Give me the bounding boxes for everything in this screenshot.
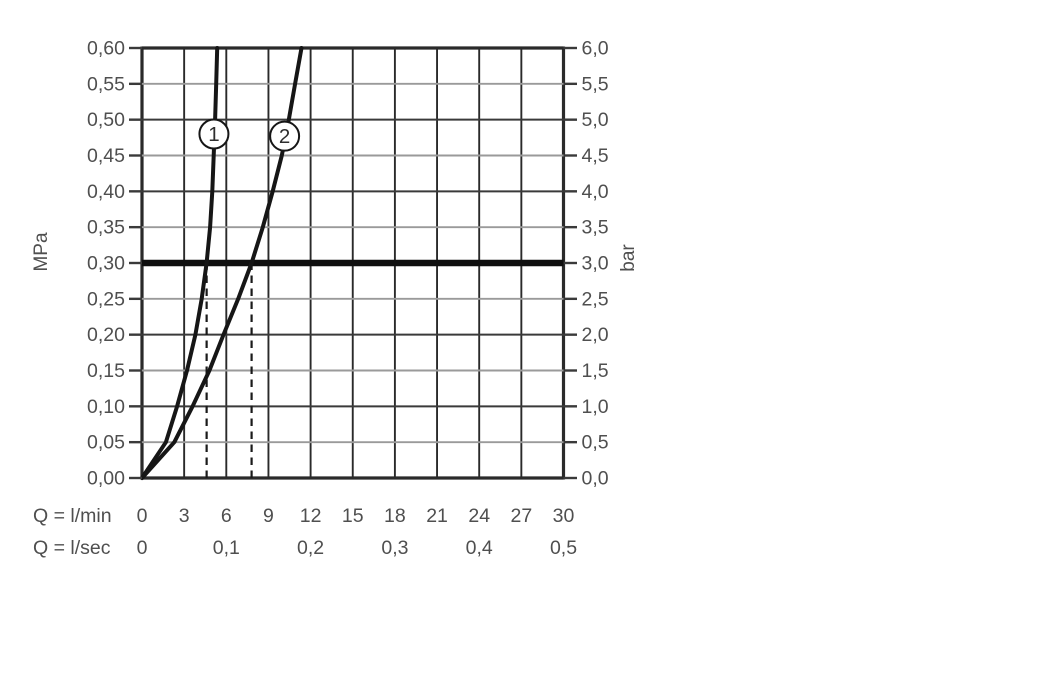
y-right-tick-label: 3,5 xyxy=(582,217,609,239)
y-left-tick-label: 0,00 xyxy=(87,468,125,490)
x-tick-label-lmin: 18 xyxy=(384,505,406,527)
y-right-tick-label: 0,5 xyxy=(582,432,609,454)
x-tick-label-lmin: 9 xyxy=(263,505,274,527)
y-right-tick-label: 2,0 xyxy=(582,324,609,346)
y-right-tick-label: 3,0 xyxy=(582,253,609,275)
curve-marker-label-2: 2 xyxy=(279,125,290,148)
y-axis-left-unit-label: MPa xyxy=(31,232,52,272)
y-left-tick-label: 0,20 xyxy=(87,324,125,346)
x-tick-label-lsec: 0,4 xyxy=(466,537,493,559)
y-right-tick-label: 1,5 xyxy=(582,360,609,382)
y-axis-right-unit-label: bar xyxy=(618,244,639,272)
x-tick-label-lsec: 0,5 xyxy=(550,537,577,559)
y-left-tick-label: 0,10 xyxy=(87,396,125,418)
y-left-tick-label: 0,40 xyxy=(87,181,125,203)
x-tick-label-lmin: 21 xyxy=(426,505,448,527)
y-left-tick-label: 0,55 xyxy=(87,73,125,95)
y-left-tick-label: 0,25 xyxy=(87,288,125,310)
axis-labels-layer: 0,000,050,100,150,200,250,300,350,400,45… xyxy=(87,38,609,560)
curve-marker-circle-2 xyxy=(269,120,301,152)
y-left-tick-label: 0,50 xyxy=(87,109,125,131)
curve-marker-circle-1 xyxy=(198,118,230,150)
y-right-tick-label: 4,0 xyxy=(582,181,609,203)
dashed-guides-layer xyxy=(205,263,253,478)
y-right-tick-label: 5,5 xyxy=(582,73,609,95)
x-tick-label-lsec: 0,1 xyxy=(213,537,240,559)
x-tick-label-lmin: 24 xyxy=(468,505,490,527)
y-right-tick-label: 6,0 xyxy=(582,38,609,60)
x-tick-label-lsec: 0,2 xyxy=(297,537,324,559)
y-left-tick-label: 0,15 xyxy=(87,360,125,382)
y-left-tick-label: 0,35 xyxy=(87,217,125,239)
y-left-tick-label: 0,05 xyxy=(87,432,125,454)
x-axis-lmin-prefix-label: Q = l/min xyxy=(33,505,112,527)
x-tick-label-lmin: 6 xyxy=(221,505,232,527)
y-right-tick-label: 5,0 xyxy=(582,109,609,131)
y-right-tick-label: 0,0 xyxy=(582,468,609,490)
curve-marker-label-1: 1 xyxy=(208,123,219,146)
curve-2 xyxy=(140,46,304,480)
x-tick-label-lsec: 0,3 xyxy=(381,537,408,559)
y-right-tick-label: 2,5 xyxy=(582,288,609,310)
axis-ticks-layer xyxy=(129,46,577,480)
y-left-tick-label: 0,45 xyxy=(87,145,125,167)
x-tick-label-lmin: 12 xyxy=(300,505,322,527)
y-left-tick-label: 0,60 xyxy=(87,38,125,60)
x-tick-label-lmin: 15 xyxy=(342,505,364,527)
y-left-tick-label: 0,30 xyxy=(87,253,125,275)
x-tick-label-lmin: 27 xyxy=(510,505,532,527)
x-tick-label-lmin: 3 xyxy=(179,505,190,527)
x-tick-label-lmin: 30 xyxy=(553,505,575,527)
x-tick-label-lmin: 0 xyxy=(137,505,148,527)
y-right-tick-label: 4,5 xyxy=(582,145,609,167)
x-axis-lsec-prefix-label: Q = l/sec xyxy=(33,537,111,559)
x-tick-label-lsec: 0 xyxy=(137,537,148,559)
y-right-tick-label: 1,0 xyxy=(582,396,609,418)
